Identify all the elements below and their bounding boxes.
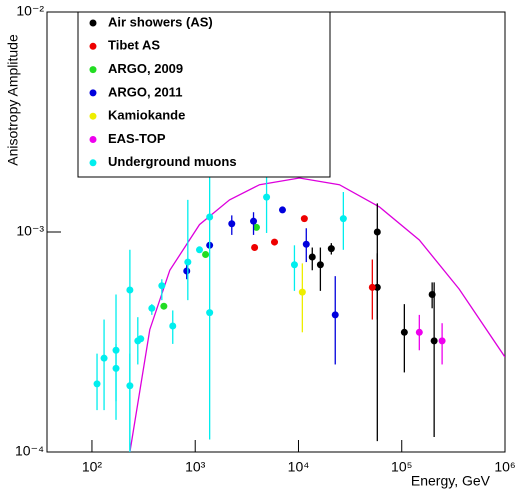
legend-box [77, 11, 331, 178]
legend-marker [89, 42, 97, 50]
data-point [126, 382, 134, 390]
data-point [195, 246, 203, 254]
data-point [93, 380, 101, 388]
data-point [302, 240, 310, 248]
data-point [290, 261, 298, 269]
y-axis-label: Anisotropy Amplitude [5, 34, 21, 166]
axes: 10² 10³ 10⁴ 10⁵ 10⁶ 10⁻⁴ 10⁻³ 10⁻² [15, 3, 516, 475]
data-point [308, 253, 316, 261]
data-point [400, 328, 408, 336]
data-point [158, 282, 166, 290]
data-point [298, 288, 306, 296]
legend-label: ARGO, 2009 [108, 61, 183, 76]
data-point [126, 286, 134, 294]
legend-marker [89, 89, 97, 97]
data-point [415, 328, 423, 336]
data-point [438, 337, 446, 345]
data-point [169, 322, 177, 330]
legend-label: Kamiokande [108, 108, 185, 123]
x-axis-label: Energy, GeV [411, 473, 491, 489]
data-point [263, 193, 271, 201]
legend-label: EAS-TOP [108, 131, 166, 146]
data-point [250, 217, 258, 225]
legend-marker [89, 66, 97, 74]
data-point [112, 364, 120, 372]
y-tick-label: 10⁻³ [16, 223, 44, 239]
data-point [160, 302, 168, 310]
data-point [206, 309, 214, 317]
legend-marker [89, 136, 97, 143]
legend-marker [89, 159, 97, 167]
legend-label: Tibet AS [108, 38, 160, 53]
y-tick-label: 10⁻⁴ [15, 443, 44, 459]
legend-marker [89, 19, 97, 27]
data-point [373, 283, 381, 291]
model-curve [129, 177, 505, 452]
data-point [316, 261, 324, 269]
legend-marker [89, 112, 97, 120]
legend-label: Air showers (AS) [108, 14, 213, 29]
data-point [373, 228, 381, 236]
data-point [251, 244, 259, 252]
data-point [430, 337, 438, 345]
data-point [252, 223, 260, 231]
data-point [271, 238, 279, 246]
data-point [148, 304, 156, 312]
x-tick-label: 10⁵ [391, 459, 412, 475]
data-point [228, 220, 236, 228]
data-point [183, 267, 191, 275]
data-point [339, 215, 347, 223]
x-tick-label: 10⁴ [288, 459, 310, 475]
x-tick-label: 10² [82, 459, 103, 475]
data-point [184, 258, 192, 266]
data-point [137, 335, 145, 343]
legend-label: ARGO, 2011 [108, 84, 182, 99]
data-point [327, 245, 335, 253]
legend-label: Underground muons [108, 154, 237, 169]
data-point [278, 206, 286, 214]
x-tick-label: 10⁶ [494, 459, 515, 475]
data-point [331, 311, 339, 319]
data-point [206, 213, 214, 221]
data-point [100, 354, 108, 362]
legend: Air showers (AS) Tibet AS ARGO, 2009 ARGO, … [89, 14, 237, 169]
plot-area [93, 170, 505, 452]
data-point [368, 283, 376, 291]
y-tick-label: 10⁻² [16, 3, 44, 19]
x-tick-label: 10³ [185, 459, 206, 475]
data-point [202, 251, 210, 259]
data-point [300, 215, 308, 223]
